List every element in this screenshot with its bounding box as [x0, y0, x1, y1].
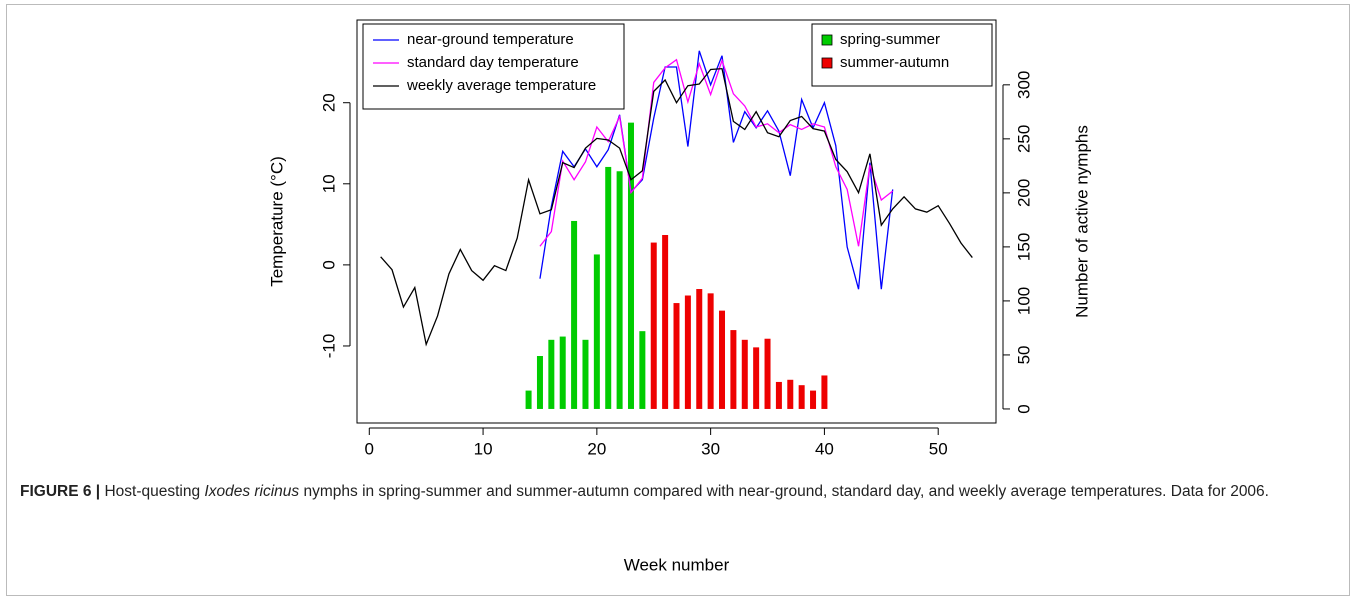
bar — [593, 254, 600, 409]
bar — [741, 339, 748, 409]
bar — [764, 338, 771, 409]
legend-frame — [362, 23, 625, 110]
legend-label: spring-summer — [840, 31, 940, 48]
bar — [639, 331, 646, 409]
y2-tick-label: 150 — [1014, 233, 1033, 261]
bar — [582, 339, 589, 409]
bar — [753, 347, 760, 409]
bar — [798, 385, 805, 409]
bar — [548, 339, 555, 409]
bar — [536, 356, 543, 409]
y2-tick-label: 250 — [1014, 125, 1033, 153]
x-tick-label: 0 — [365, 439, 374, 458]
y2-tick-label: 0 — [1014, 404, 1033, 413]
x-axis-title: Week number — [624, 555, 730, 574]
legend-swatch — [821, 57, 833, 69]
y-tick-label: 0 — [319, 260, 338, 269]
x-tick-label: 40 — [815, 439, 834, 458]
y-tick-label: 20 — [319, 93, 338, 112]
bar — [673, 303, 680, 409]
bar — [775, 381, 782, 409]
y2-tick-label: 50 — [1014, 345, 1033, 364]
bar — [525, 390, 532, 409]
x-tick-label: 20 — [587, 439, 606, 458]
line — [380, 67, 973, 347]
y2-tick-label: 200 — [1014, 179, 1033, 207]
legend-label: near-ground temperature — [407, 31, 574, 48]
caption-label: FIGURE 6 | — [20, 483, 101, 500]
figure-frame — [6, 4, 1350, 596]
bar — [650, 242, 657, 409]
bar — [662, 235, 669, 409]
bar — [696, 289, 703, 409]
line — [539, 50, 894, 290]
y-axis-title: Temperature (°C) — [267, 156, 286, 287]
legend-frame — [811, 23, 993, 87]
x-tick-label: 10 — [474, 439, 493, 458]
y-tick-label: -10 — [319, 334, 338, 359]
legend-label: weekly average temperature — [406, 77, 596, 94]
plot-frame — [356, 19, 997, 424]
bar — [821, 375, 828, 409]
bar — [627, 122, 634, 409]
legend-swatch — [821, 34, 833, 46]
line — [539, 58, 894, 247]
bar — [787, 379, 794, 409]
legend-label: standard day temperature — [407, 54, 579, 71]
bar — [559, 336, 566, 409]
bar — [605, 166, 612, 409]
y2-tick-label: 300 — [1014, 71, 1033, 99]
x-tick-label: 50 — [929, 439, 948, 458]
bar — [616, 171, 623, 409]
bar — [571, 220, 578, 409]
caption-species: Ixodes ricinus — [204, 483, 300, 500]
bar — [810, 390, 817, 409]
bar — [719, 310, 726, 409]
caption-text: Host-questing — [104, 483, 201, 500]
caption-text: nymphs in spring-summer and summer-autum… — [303, 483, 1269, 500]
y-tick-label: 10 — [319, 174, 338, 193]
bar — [730, 330, 737, 409]
y2-tick-label: 100 — [1014, 287, 1033, 315]
y2-axis-title: Number of active nymphs — [1072, 125, 1091, 318]
bar — [707, 293, 714, 409]
x-tick-label: 30 — [701, 439, 720, 458]
bar — [684, 295, 691, 409]
legend-label: summer-autumn — [840, 54, 949, 71]
caption: FIGURE 6 | Host-questing Ixodes ricinus … — [20, 480, 1330, 504]
